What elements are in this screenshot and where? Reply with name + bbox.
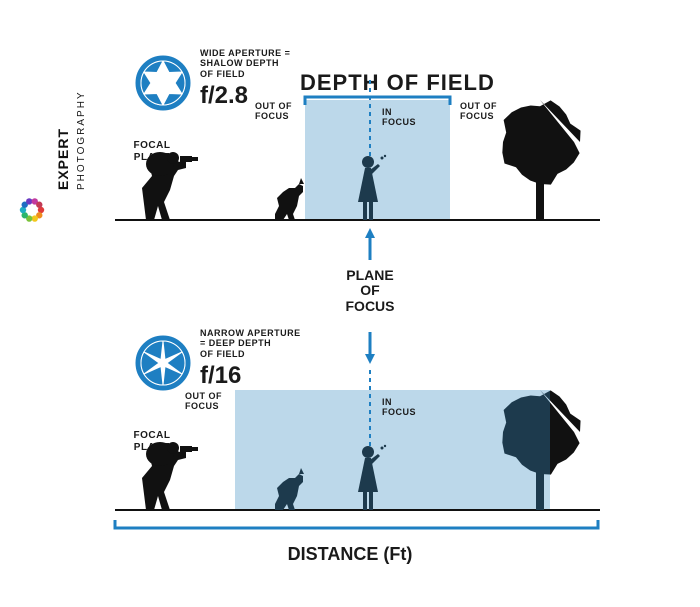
focal-plane-label-top: FOCALPLANE <box>122 140 182 163</box>
dof-title: DEPTH OF FIELD <box>300 70 495 96</box>
distance-axis-label: DISTANCE (Ft) <box>0 544 700 565</box>
in-focus-top: INFOCUS <box>382 108 416 128</box>
dog-silhouette <box>275 178 304 220</box>
dof-band <box>305 100 450 220</box>
brand-text: EXPERTPHOTOGRAPHY <box>55 90 87 190</box>
wide-fnumber: f/2.8 <box>200 82 248 110</box>
narrow-fnumber: f/16 <box>200 362 241 390</box>
dof-bracket <box>305 97 450 105</box>
dog-silhouette <box>275 468 304 510</box>
brand-ring-icon <box>17 195 47 225</box>
brand-logo: EXPERTPHOTOGRAPHY <box>55 190 155 222</box>
narrow-caption: NARROW APERTURE= DEEP DEPTHOF FIELD <box>200 328 301 359</box>
tree-silhouette <box>502 390 580 510</box>
girl-silhouette <box>358 155 386 220</box>
tree-silhouette <box>502 100 580 220</box>
girl-silhouette <box>358 445 386 510</box>
plane-of-focus-label: PLANEOFFOCUS <box>340 268 400 314</box>
aperture-icon-wide <box>135 55 191 111</box>
in-focus-bottom: INFOCUS <box>382 398 416 418</box>
out-of-focus-left-top: OUT OFFOCUS <box>255 102 292 122</box>
out-of-focus-left-bottom: OUT OFFOCUS <box>185 392 222 412</box>
wide-caption: WIDE APERTURE =SHALOW DEPTHOF FIELD <box>200 48 290 79</box>
focal-plane-label-bottom: FOCALPLANE <box>122 430 182 453</box>
infographic-root: EXPERTPHOTOGRAPHY DEPTH OF FIELD WIDE APER… <box>0 0 700 607</box>
tree-silhouette <box>502 390 580 510</box>
out-of-focus-right-top: OUT OFFOCUS <box>460 102 497 122</box>
aperture-icon-narrow <box>135 335 191 391</box>
